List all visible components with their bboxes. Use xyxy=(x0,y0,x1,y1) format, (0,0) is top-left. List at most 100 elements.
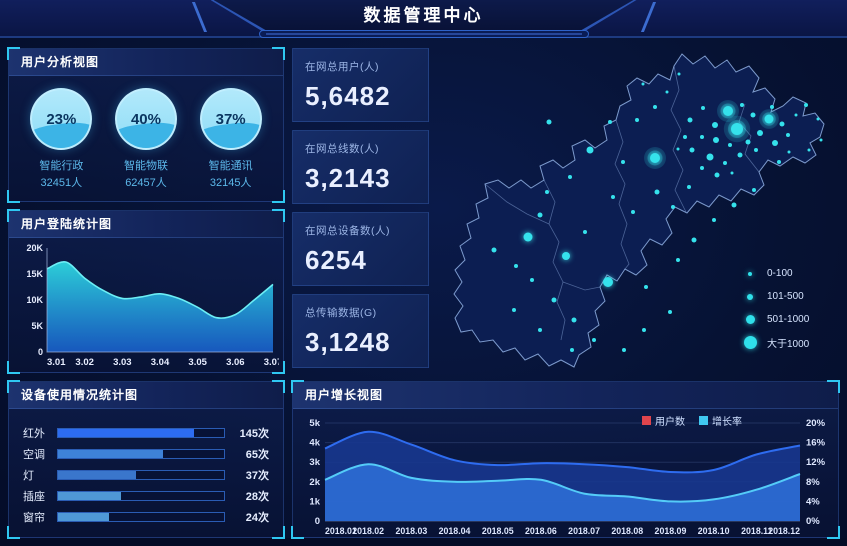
map-dot xyxy=(676,147,680,151)
device-bar-row: 空调 65次 xyxy=(23,443,269,464)
stat-card-value: 3,2143 xyxy=(305,163,391,193)
province-inner-border xyxy=(484,183,550,225)
map-dot xyxy=(568,175,572,179)
login-xtick: 3.02 xyxy=(75,357,94,368)
login-xtick: 3.01 xyxy=(47,357,66,368)
map-dot xyxy=(635,118,639,122)
map-legend-label: 0-100 xyxy=(767,268,793,279)
login-ytick: 10K xyxy=(26,295,43,305)
growth-ytick-right: 8% xyxy=(806,477,820,488)
corner-bracket xyxy=(272,526,285,539)
map-size-legend: 0-100 101-500 501-1000 大于1000 xyxy=(743,262,809,354)
map-dot xyxy=(631,210,635,214)
map-dot xyxy=(787,150,791,154)
map-dot xyxy=(770,105,774,109)
corner-bracket xyxy=(7,361,20,374)
growth-ytick-right: 20% xyxy=(806,418,826,429)
device-bar-row: 红外 145次 xyxy=(23,422,269,443)
login-chart-svg: 0 5K 10K 15K 20K 3.01 3.02 3.03 3.04 3.05 3.06 3.07 xyxy=(26,243,282,368)
panel-user-growth: 用户增长视图 用户数 增长率 0 0% 1k 4% 2k 8% 3k 12% 4k 16% 5k 20%… xyxy=(291,380,840,539)
map-dot xyxy=(650,153,660,163)
device-bar-track xyxy=(57,511,225,522)
growth-xtick: 2018.11 xyxy=(741,526,772,536)
map-legend-dot-icon xyxy=(745,315,755,324)
map-dot xyxy=(676,258,680,262)
map-dot xyxy=(551,297,557,303)
gauge-count: 62457人 xyxy=(125,177,167,189)
map-dot xyxy=(586,146,594,154)
map-legend-row: 0-100 xyxy=(743,262,809,285)
map-dot xyxy=(491,247,497,253)
growth-xtick: 2018.06 xyxy=(525,526,557,536)
map-dot xyxy=(687,117,693,123)
map-dot xyxy=(794,113,798,117)
growth-legend-item[interactable]: 增长率 xyxy=(699,413,742,428)
province-inner-border xyxy=(614,119,630,270)
growth-xtick: 2018.05 xyxy=(482,526,514,536)
growth-ytick-left: 2k xyxy=(309,477,320,488)
map-dot xyxy=(740,103,744,107)
corner-bracket xyxy=(7,190,20,203)
map-dot xyxy=(621,160,625,164)
corner-bracket xyxy=(827,380,840,393)
legend-swatch-icon xyxy=(642,416,651,425)
legend-swatch-icon xyxy=(699,416,708,425)
province-outline xyxy=(453,53,825,368)
header-slash-right xyxy=(640,2,656,32)
gauge-percent: 23% xyxy=(46,111,77,128)
corner-bracket xyxy=(7,526,20,539)
device-label: 红外 xyxy=(23,427,45,440)
liquid-gauge: 37% 智能通讯 32145人 xyxy=(192,88,270,190)
panel-title-user-growth: 用户增长视图 xyxy=(293,382,838,409)
map-legend-row: 101-500 xyxy=(743,285,809,308)
corner-bracket xyxy=(291,380,304,393)
stat-card: 总传输数据(G) 3,1248 xyxy=(292,294,429,368)
map-dot xyxy=(570,348,574,352)
stat-card-value: 5,6482 xyxy=(305,81,391,111)
map-dot xyxy=(571,317,577,323)
device-bar-row: 窗帘 24次 xyxy=(23,506,269,527)
map-dot xyxy=(538,328,542,332)
footer-strip xyxy=(0,538,847,546)
stat-card-label: 在网总用户(人) xyxy=(305,61,379,73)
device-bar-track xyxy=(57,427,225,438)
growth-ytick-right: 0% xyxy=(806,516,820,527)
panel-user-analysis: 用户分析视图 23% 智能行政 32451人 40% 智能物联 62457人 37% 智能通讯… xyxy=(7,47,285,203)
province-inner-border xyxy=(543,179,566,341)
growth-legend-item[interactable]: 用户数 xyxy=(642,413,685,428)
corner-bracket xyxy=(7,47,20,60)
map-dot xyxy=(807,148,811,152)
page-title: 数据管理中心 xyxy=(363,6,484,25)
device-bar-row: 灯 37次 xyxy=(23,464,269,485)
map-dot xyxy=(728,143,732,147)
login-xtick: 3.05 xyxy=(188,357,207,368)
corner-bracket xyxy=(272,190,285,203)
map-legend-label: 101-500 xyxy=(767,291,804,302)
device-bar-track xyxy=(57,469,225,480)
login-xtick: 3.06 xyxy=(226,357,245,368)
growth-area-chart: 0 0% 1k 4% 2k 8% 3k 12% 4k 16% 5k 20% 2018.01 2018.02… xyxy=(299,415,836,542)
map-dot xyxy=(689,147,695,153)
map-dot xyxy=(514,264,518,268)
map-legend-row: 501-1000 xyxy=(743,308,809,331)
stat-card-label: 在网总设备数(人) xyxy=(305,225,390,237)
map-dot xyxy=(687,185,691,189)
corner-bracket xyxy=(7,380,20,393)
map-legend-label: 大于1000 xyxy=(767,339,810,350)
gauge-percent: 40% xyxy=(130,111,161,128)
growth-ytick-left: 0 xyxy=(315,516,320,527)
growth-series-area xyxy=(325,464,800,521)
province-inner-border xyxy=(562,281,601,291)
gauge-label: 智能行政 xyxy=(39,160,84,172)
stat-card-value: 6254 xyxy=(305,245,367,275)
growth-chart-svg: 0 0% 1k 4% 2k 8% 3k 12% 4k 16% 5k 20% 2018.012018.02… xyxy=(309,418,826,536)
gauge-circle: 37% xyxy=(199,88,262,150)
map-dot xyxy=(641,82,645,86)
liquid-gauges: 23% 智能行政 32451人 40% 智能物联 62457人 37% 智能通讯 32145人 xyxy=(9,76,283,190)
header-decoration-bar xyxy=(258,30,589,38)
corner-bracket xyxy=(827,526,840,539)
device-bar-track xyxy=(57,490,225,501)
map-dot xyxy=(714,172,720,178)
header-slash-left xyxy=(191,2,207,32)
map-dot xyxy=(683,135,687,139)
